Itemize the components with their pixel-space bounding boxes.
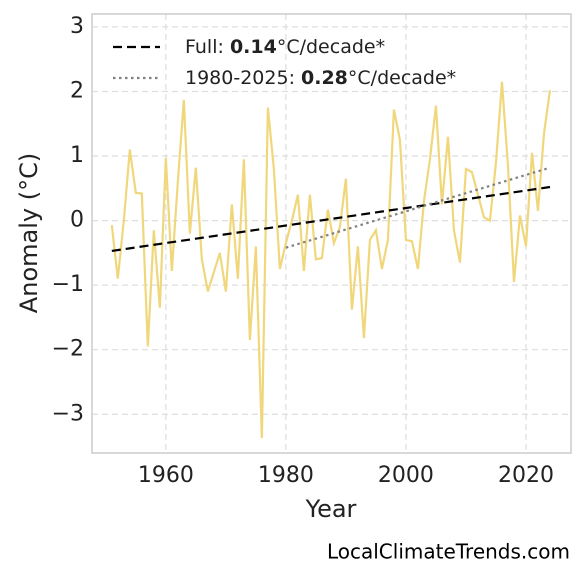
y-tick-label: 2 [70, 78, 84, 103]
y-tick-label: 3 [70, 14, 84, 39]
y-tick-label: 1 [70, 143, 84, 168]
y-tick-label: −1 [52, 272, 84, 297]
legend-label: 1980-2025: 0.28°C/decade* [185, 67, 456, 89]
data-line [110, 81, 552, 439]
x-axis-label: Year [305, 495, 357, 523]
watermark: LocalClimateTrends.com [327, 540, 570, 564]
y-axis-label: Anomaly (°C) [15, 153, 43, 313]
y-tick-label: −2 [52, 337, 84, 362]
legend-label: Full: 0.14°C/decade* [185, 36, 385, 58]
x-tick-label: 1980 [258, 463, 314, 488]
trend-line [111, 185, 551, 253]
trend-line [285, 166, 551, 249]
x-tick-label: 2000 [378, 463, 434, 488]
x-tick-label: 1960 [138, 463, 194, 488]
plot-frame [91, 13, 572, 454]
y-tick-label: −3 [52, 401, 84, 426]
y-tick-label: 0 [70, 208, 84, 233]
x-tick-label: 2020 [498, 463, 554, 488]
